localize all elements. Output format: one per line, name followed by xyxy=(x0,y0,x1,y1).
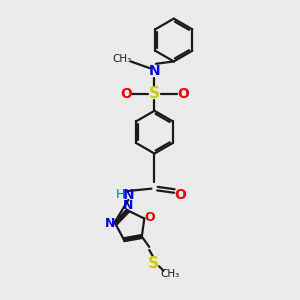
Text: N: N xyxy=(123,199,133,212)
Text: O: O xyxy=(120,86,132,100)
Text: N: N xyxy=(122,188,134,202)
Text: CH₃: CH₃ xyxy=(160,269,180,279)
Text: CH₃: CH₃ xyxy=(112,54,131,64)
Text: S: S xyxy=(149,86,160,101)
Text: H: H xyxy=(116,188,125,201)
Text: S: S xyxy=(148,256,159,271)
Text: N: N xyxy=(105,217,115,230)
Text: O: O xyxy=(174,188,186,202)
Text: O: O xyxy=(177,86,189,100)
Text: O: O xyxy=(144,211,155,224)
Text: N: N xyxy=(148,64,160,78)
